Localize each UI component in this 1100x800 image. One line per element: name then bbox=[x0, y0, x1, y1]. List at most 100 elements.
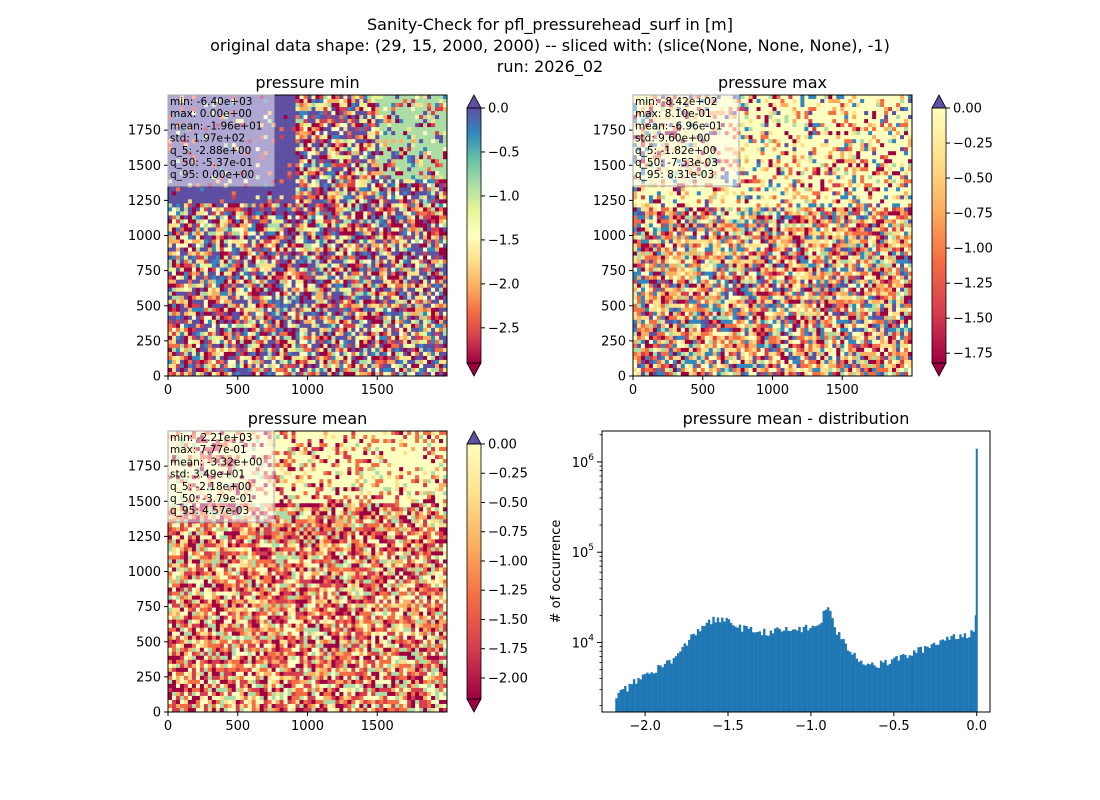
heatmap-cell bbox=[403, 171, 408, 176]
heatmap-cell bbox=[183, 343, 189, 349]
heatmap-cell bbox=[303, 235, 308, 240]
heatmap-cell bbox=[335, 303, 340, 309]
heatmap-cell bbox=[399, 267, 404, 272]
heatmap-cell bbox=[215, 359, 221, 365]
heatmap-cell bbox=[347, 311, 352, 317]
heatmap-cell bbox=[323, 343, 328, 349]
heatmap-cell bbox=[183, 347, 189, 353]
heatmap-cell bbox=[355, 359, 360, 365]
heatmap-cell bbox=[391, 167, 396, 172]
heatmap-cell bbox=[419, 215, 424, 220]
heatmap-cell bbox=[168, 323, 173, 329]
heatmap-cell bbox=[331, 263, 336, 268]
heatmap-cell bbox=[168, 223, 173, 228]
heatmap-cell bbox=[239, 259, 245, 264]
heatmap-cell bbox=[379, 223, 384, 228]
heatmap-cell bbox=[383, 199, 388, 204]
heatmap-cell bbox=[375, 211, 380, 216]
heatmap-cell bbox=[171, 235, 177, 240]
heatmap-cell bbox=[363, 103, 368, 108]
heatmap-cell bbox=[375, 323, 380, 329]
heatmap-cell bbox=[407, 275, 412, 280]
heatmap-cell bbox=[355, 367, 360, 373]
heatmap-cell bbox=[203, 335, 209, 341]
heatmap-cell bbox=[175, 367, 181, 373]
heatmap-cell bbox=[443, 103, 448, 108]
heatmap-cell bbox=[435, 159, 440, 164]
heatmap-cell bbox=[435, 99, 440, 104]
heatmap-cell bbox=[219, 271, 225, 276]
heatmap-cell bbox=[343, 211, 348, 216]
heatmap-cell bbox=[439, 355, 444, 361]
heatmap-cell bbox=[443, 287, 448, 292]
heatmap-cell bbox=[359, 323, 364, 329]
heatmap-cell bbox=[395, 207, 400, 212]
heatmap-cell bbox=[423, 307, 428, 313]
heatmap-cell bbox=[275, 211, 280, 216]
heatmap-cell bbox=[319, 363, 324, 369]
heatmap-cell bbox=[375, 207, 380, 212]
heatmap-cell bbox=[207, 259, 213, 264]
heatmap-cell bbox=[335, 243, 340, 248]
heatmap-cell bbox=[307, 191, 312, 196]
heatmap-cell bbox=[247, 371, 252, 377]
heatmap-cell bbox=[168, 347, 173, 353]
heatmap-cell bbox=[303, 127, 308, 132]
heatmap-cell bbox=[411, 255, 416, 260]
heatmap-cell bbox=[323, 251, 328, 256]
heatmap-cell bbox=[219, 363, 225, 369]
heatmap-cell bbox=[251, 319, 256, 325]
heatmap-cell bbox=[419, 135, 424, 140]
heatmap-cell bbox=[187, 215, 193, 220]
heatmap-cell bbox=[279, 219, 284, 224]
heatmap-cell bbox=[363, 115, 368, 120]
heatmap-cell bbox=[279, 139, 284, 144]
heatmap-cell bbox=[271, 191, 276, 196]
heatmap-cell bbox=[395, 319, 400, 325]
heatmap-cell bbox=[299, 327, 304, 333]
heatmap-cell bbox=[367, 247, 372, 252]
heatmap-cell bbox=[443, 131, 448, 136]
heatmap-cell bbox=[191, 243, 197, 248]
heatmap-cell bbox=[179, 335, 185, 341]
heatmap-cell bbox=[443, 279, 448, 284]
heatmap-cell bbox=[399, 359, 404, 365]
heatmap-cell bbox=[299, 199, 304, 204]
heatmap-cell bbox=[435, 127, 440, 132]
heatmap-cell bbox=[359, 223, 364, 228]
heatmap-cell bbox=[435, 135, 440, 140]
heatmap-cell bbox=[195, 367, 201, 373]
heatmap-cell bbox=[263, 223, 268, 228]
heatmap-cell bbox=[299, 347, 304, 353]
heatmap-cell bbox=[423, 263, 428, 268]
heatmap-cell bbox=[375, 191, 380, 196]
heatmap-cell bbox=[435, 111, 440, 116]
heatmap-cell bbox=[275, 307, 280, 313]
heatmap-cell bbox=[315, 335, 320, 341]
heatmap-cell bbox=[203, 215, 209, 220]
heatmap-cell bbox=[407, 215, 412, 220]
heatmap-cell bbox=[183, 331, 189, 337]
heatmap-cell bbox=[295, 103, 300, 108]
heatmap-cell bbox=[311, 115, 316, 120]
heatmap-cell bbox=[291, 131, 296, 136]
heatmap-cell bbox=[203, 363, 209, 369]
heatmap-cell bbox=[223, 331, 229, 337]
heatmap-cell bbox=[307, 235, 312, 240]
heatmap-cell bbox=[227, 331, 233, 337]
heatmap-cell bbox=[379, 123, 384, 128]
heatmap-cell bbox=[307, 95, 312, 100]
heatmap-cell bbox=[315, 339, 320, 345]
heatmap-cell bbox=[427, 207, 432, 212]
heatmap-cell bbox=[195, 315, 201, 321]
heatmap-cell bbox=[423, 163, 428, 168]
heatmap-cell bbox=[439, 311, 444, 317]
heatmap-cell bbox=[231, 187, 237, 192]
heatmap-cell bbox=[215, 235, 221, 240]
heatmap-cell bbox=[415, 307, 420, 313]
heatmap-cell bbox=[427, 315, 432, 321]
heatmap-cell bbox=[295, 171, 300, 176]
heatmap-cell bbox=[335, 99, 340, 104]
heatmap-cell bbox=[283, 299, 288, 305]
heatmap-cell bbox=[351, 135, 356, 140]
